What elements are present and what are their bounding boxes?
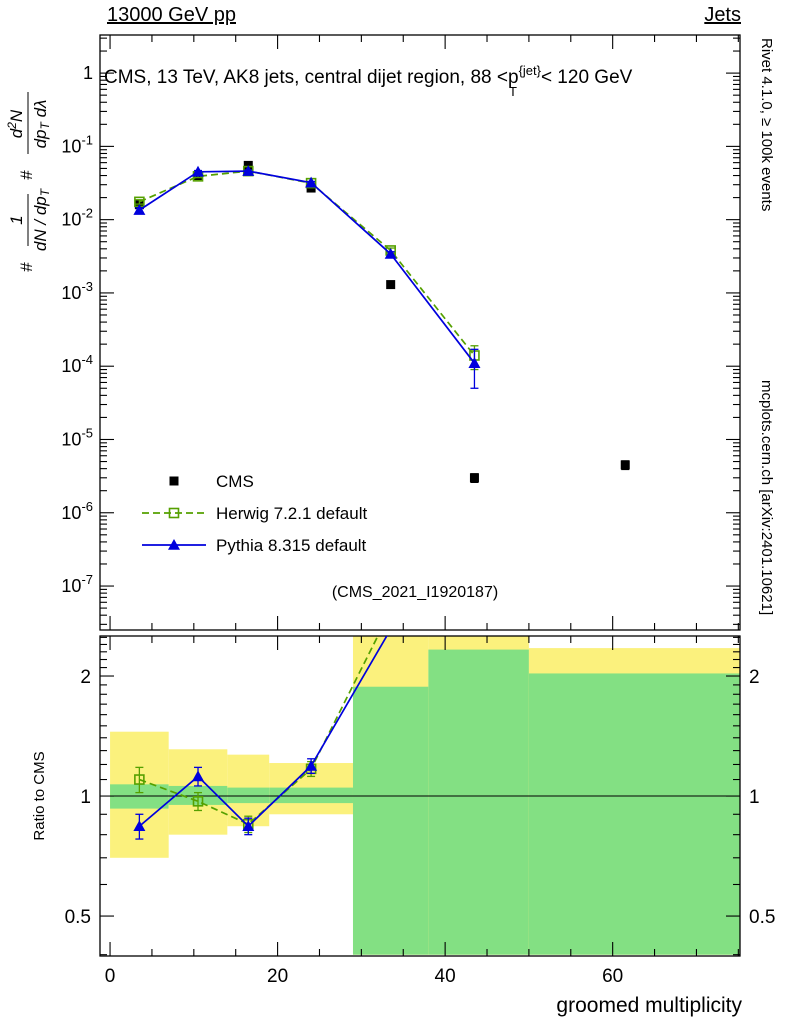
- ratio-tick-label-right: 2: [749, 667, 760, 688]
- y-tick-label: 10-5: [61, 425, 93, 449]
- y-tick-label: 10-1: [61, 132, 93, 156]
- ratio-tick-label-left: 0.5: [65, 907, 91, 928]
- analysis-group-label: Jets: [704, 4, 741, 26]
- legend-label-herwig: Herwig 7.2.1 default: [216, 504, 367, 523]
- rivet-version-label: Rivet 4.1.0, ≥ 100k events: [758, 38, 775, 211]
- svg-text:d2N: d2N: [5, 109, 26, 138]
- ratio-bands: [110, 636, 740, 955]
- legend-markers-layer: [142, 476, 206, 550]
- y-tick-label: 10-2: [61, 206, 93, 230]
- y-tick-label: 10-3: [61, 279, 93, 303]
- x-axis-label: groomed multiplicity: [556, 994, 742, 1017]
- ratio-uncertainty-bands-layer: [100, 636, 740, 955]
- legend-label-cms: CMS: [216, 472, 254, 491]
- mcplots-credit-label: mcplots.cern.ch [arXiv:2401.10621]: [758, 380, 775, 615]
- axes-layer: 0 20 40 60 1 10-1 10-2 10-3 10-4 10-5 10-6 10-7 0.5 0…: [61, 34, 775, 987]
- x-tick-label: 60: [602, 966, 623, 987]
- svg-text:#: #: [17, 262, 36, 272]
- ratio-series-group: [133, 636, 388, 840]
- beam-energy-label: 13000 GeV pp: [107, 4, 236, 26]
- analysis-id-watermark: (CMS_2021_I1920187): [332, 584, 498, 601]
- cms-series: [134, 160, 630, 484]
- herwig-series: [134, 165, 480, 371]
- ratio-tick-label-right: 1: [749, 787, 760, 808]
- labels-layer: 13000 GeV pp Jets CMS, 13 TeV, AK8 jets,…: [5, 4, 775, 1017]
- y-tick-label: 10-4: [61, 352, 93, 376]
- svg-text:dN / dpT: dN / dpT: [31, 187, 52, 251]
- x-tick-label: 0: [105, 966, 116, 987]
- ratio-tick-label-left: 2: [80, 667, 91, 688]
- main-series-group: [133, 160, 630, 484]
- ratio-tick-label-left: 1: [80, 787, 91, 808]
- data-series-layer: [133, 160, 630, 840]
- svg-text:1: 1: [7, 215, 26, 224]
- main-panel-frame: [99, 34, 741, 631]
- x-tick-label: 40: [435, 966, 456, 987]
- ratio-y-axis-label: Ratio to CMS: [31, 751, 48, 840]
- svg-text:dpT dλ: dpT dλ: [31, 100, 52, 149]
- pythia-series: [133, 165, 481, 389]
- plot-title: CMS, 13 TeV, AK8 jets, central dijet reg…: [104, 63, 633, 99]
- ratio-tick-label-right: 0.5: [749, 907, 775, 928]
- legend-label-pythia: Pythia 8.315 default: [216, 536, 367, 555]
- y-tick-label: 10-7: [61, 572, 93, 596]
- y-tick-label: 1: [83, 63, 93, 83]
- y-tick-label: 10-6: [61, 499, 93, 523]
- ratio-pythia-series: [133, 636, 388, 840]
- svg-text:#: #: [17, 170, 36, 180]
- x-tick-label: 20: [267, 966, 288, 987]
